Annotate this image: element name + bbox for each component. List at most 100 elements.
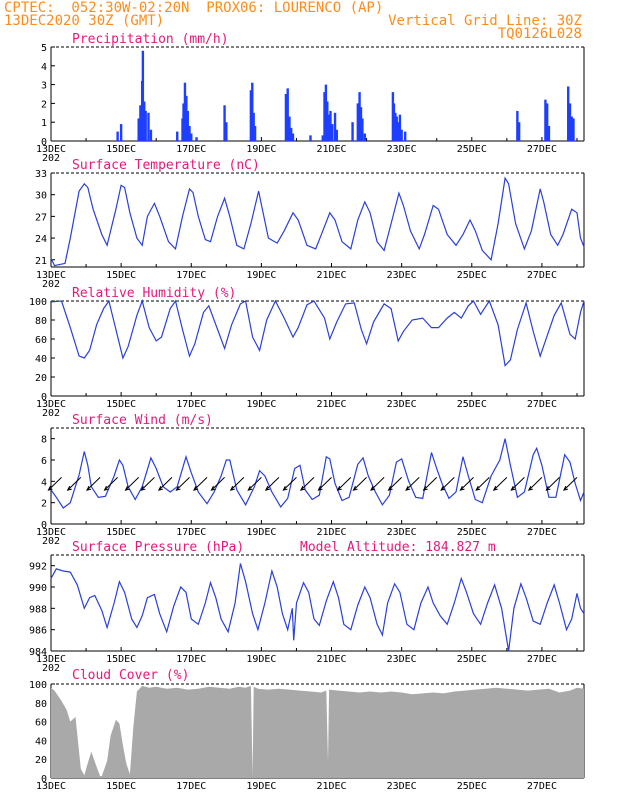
y-tick-label: 988 <box>29 604 47 615</box>
wind-vector <box>140 476 155 491</box>
precip-bar <box>324 84 328 141</box>
precip-bar <box>190 133 193 141</box>
precip-bar <box>143 101 146 141</box>
wind-vector <box>440 476 455 491</box>
x-tick-label: 15DEC <box>106 270 136 281</box>
x-tick-label: 21DEC <box>316 654 346 665</box>
series-line <box>50 563 585 652</box>
precip-bar <box>288 116 291 141</box>
x-tick-label: 19DEC <box>246 270 276 281</box>
precip-bar <box>147 112 150 141</box>
wind-vector-head <box>510 485 516 491</box>
wind-vector-head <box>86 485 92 491</box>
y-tick-label: 0 <box>41 520 47 531</box>
y-tick-label: 3 <box>41 81 47 92</box>
wind-vector <box>370 476 385 491</box>
panel-title: Surface Pressure (hPa) <box>72 540 244 555</box>
precip-bar <box>516 110 519 141</box>
x-tick-label: 21DEC <box>316 270 346 281</box>
wind-vector <box>176 476 190 491</box>
precip-bar <box>195 137 198 141</box>
wind-vector <box>48 476 62 491</box>
x-tick-label: 23DEC <box>387 781 417 792</box>
x-tick-label: 17DEC <box>176 399 206 410</box>
panel-2: Relative Humidity (%) 0 20 40 60 80 100 13DEC 15… <box>29 286 585 419</box>
x-tick-label: 21DEC <box>316 144 346 155</box>
precip-bar <box>144 110 147 141</box>
wind-vector <box>423 476 438 491</box>
precip-bar <box>333 112 337 141</box>
precip-bar <box>116 131 119 141</box>
x-tick-label: 19DEC <box>246 527 276 538</box>
wind-vector-head <box>459 485 465 491</box>
y-tick-label: 27 <box>35 212 47 223</box>
y-tick-label: 21 <box>35 256 47 267</box>
wind-vector-head <box>492 485 498 491</box>
y-tick-label: 984 <box>29 647 47 658</box>
wind-vector <box>510 476 525 491</box>
precip-bar <box>544 99 547 141</box>
panel-3: Surface Wind (m/s) 0 2 4 6 8 13DEC 15DEC 17DEC 19… <box>36 413 585 547</box>
header-run-code: TQ0126L028 <box>497 26 582 42</box>
precip-bar <box>331 124 334 141</box>
wind-vector-head <box>210 485 216 491</box>
wind-vector-head <box>66 485 72 491</box>
precip-bar <box>186 110 189 141</box>
x-tick-label: 19DEC <box>246 781 276 792</box>
wind-vector <box>405 476 420 491</box>
precip-bar <box>568 103 572 141</box>
precip-bar <box>183 82 187 141</box>
precip-bar <box>249 90 253 141</box>
wind-vector-head <box>247 485 253 491</box>
wind-vector <box>265 476 280 491</box>
panel-5: Cloud Cover (%) 0 20 40 60 80 100 13DEC 15DEC 17D… <box>29 668 585 792</box>
y-tick-label: 992 <box>29 562 47 573</box>
y-tick-label: 2 <box>41 99 47 110</box>
wind-vector-head <box>387 485 393 491</box>
precip-bar <box>359 107 363 141</box>
x-tick-label: 13DEC <box>36 399 66 410</box>
precip-bar <box>335 129 338 141</box>
wind-vector <box>67 476 82 491</box>
x-tick-label: 19DEC <box>246 399 276 410</box>
precip-bar <box>223 105 226 141</box>
year-stub-label: 202 <box>42 153 60 164</box>
wind-vector <box>563 476 578 491</box>
wind-vector <box>125 476 140 491</box>
precip-bar <box>572 118 575 141</box>
precip-bar <box>517 122 521 141</box>
header-grid-note: Vertical Grid Line: 30Z <box>388 13 582 29</box>
wind-vector-head <box>140 485 146 491</box>
y-tick-label: 1 <box>41 118 47 129</box>
precip-bar <box>547 125 551 141</box>
wind-vector-head <box>175 485 181 491</box>
x-tick-label: 15DEC <box>106 527 136 538</box>
y-tick-label: 5 <box>41 43 47 54</box>
precip-bar <box>141 50 145 142</box>
x-tick-label: 25DEC <box>457 144 487 155</box>
y-tick-label: 20 <box>35 755 47 766</box>
wind-vector <box>86 476 101 491</box>
y-tick-label: 24 <box>35 234 47 245</box>
panel-title: Surface Temperature (nC) <box>72 158 260 173</box>
x-tick-label: 17DEC <box>176 270 206 281</box>
wind-vector-head <box>527 485 533 491</box>
precip-bar <box>251 82 254 141</box>
x-tick-label: 27DEC <box>527 781 557 792</box>
x-tick-label: 21DEC <box>316 399 346 410</box>
wind-vector <box>211 476 225 491</box>
y-tick-label: 100 <box>29 680 47 691</box>
wind-vector-head <box>475 485 481 491</box>
wind-vector-head <box>336 485 342 491</box>
wind-vector <box>475 476 490 491</box>
y-tick-label: 80 <box>35 316 47 327</box>
wind-vector <box>104 476 118 491</box>
wind-vector-head <box>352 485 358 491</box>
x-tick-label: 13DEC <box>36 654 66 665</box>
precip-bar <box>286 88 289 141</box>
panel-subtitle: Model Altitude: 184.827 m <box>300 540 496 555</box>
x-tick-label: 13DEC <box>36 144 66 155</box>
x-tick-label: 15DEC <box>106 654 136 665</box>
precip-bar <box>396 122 400 141</box>
